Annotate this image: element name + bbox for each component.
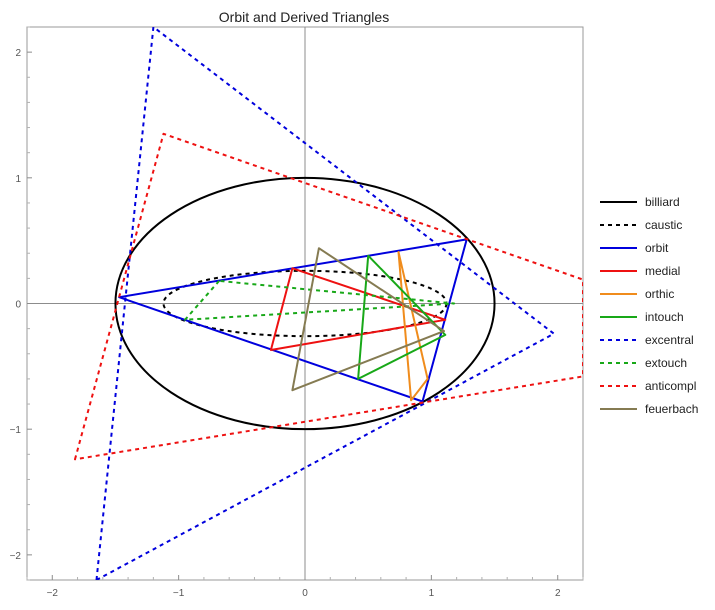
legend-label-extouch: extouch [645,356,687,370]
legend-label-medial: medial [645,264,680,278]
legend-label-feuerbach: feuerbach [645,402,698,416]
series-layer [74,27,583,580]
y-tick-label: −2 [10,551,22,562]
legend: billiard caustic orbit medial orthic intouch e… [600,195,698,416]
series-medial [269,267,447,351]
legend-label-orbit: orbit [645,241,669,255]
series-feuerbach [291,247,445,392]
legend-label-caustic: caustic [645,218,682,232]
series-excentral [95,27,555,580]
legend-label-excentral: excentral [645,333,694,347]
axes: −2 −1 0 1 2 −2 −1 0 1 2 [10,26,584,599]
x-tick-label: 2 [555,588,561,599]
x-tick-label: 1 [429,588,435,599]
y-tick-label: 2 [15,48,21,59]
legend-label-billiard: billiard [645,195,680,209]
y-tick-label: −1 [10,425,22,436]
x-tick-label: 0 [302,588,308,599]
x-tick-label: −1 [173,588,185,599]
series-extouch [184,279,456,321]
legend-label-anticompl: anticompl [645,379,696,393]
series-intouch [357,254,447,380]
legend-label-intouch: intouch [645,310,684,324]
chart-title: Orbit and Derived Triangles [219,9,389,25]
x-tick-label: −2 [47,588,59,599]
series-billiard [114,176,496,431]
y-tick-label: 0 [15,300,21,311]
y-tick-label: 1 [15,174,21,185]
series-anticompl [74,132,583,461]
series-orthic [397,251,429,402]
legend-label-orthic: orthic [645,287,674,301]
